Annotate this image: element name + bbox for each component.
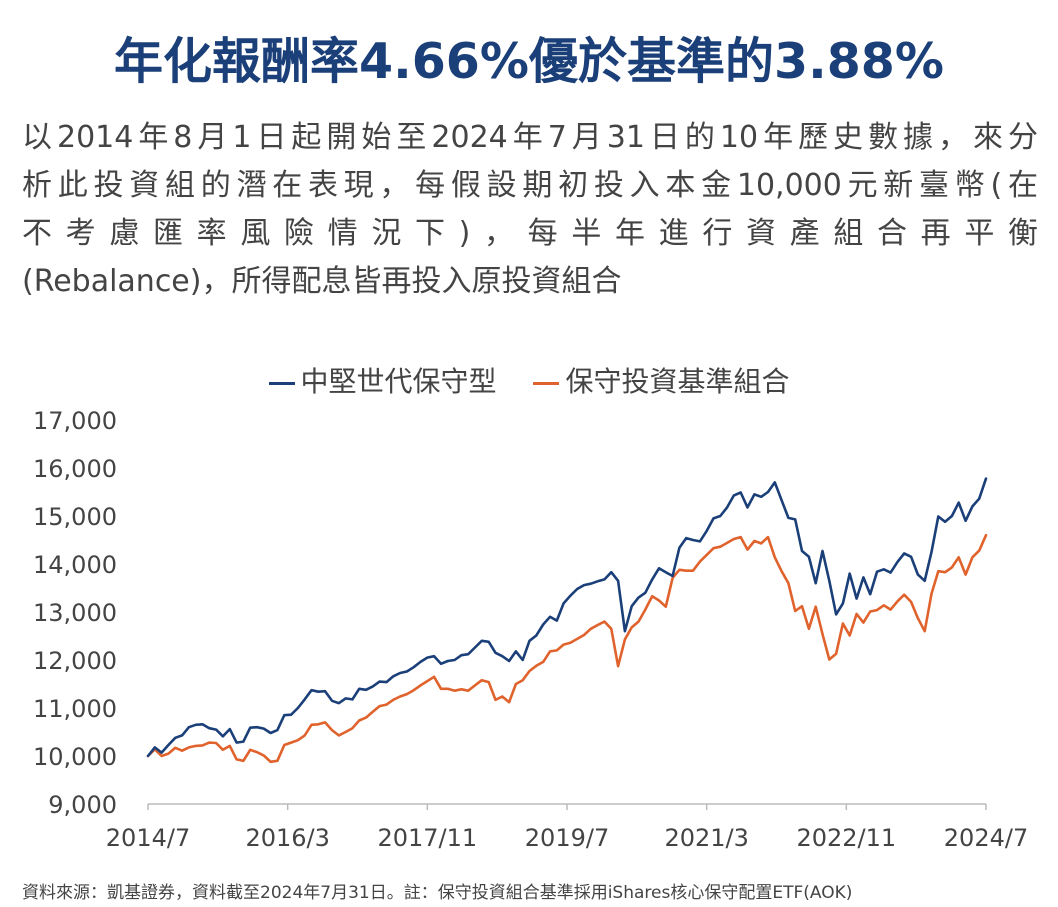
x-axis: 2014/7 2016/3 2017/11 2019/7 2021/3 2022/11 20… bbox=[106, 803, 1028, 852]
x-tick-label: 2016/3 bbox=[245, 824, 329, 852]
y-tick-label: 10,000 bbox=[33, 743, 117, 771]
y-tick-label: 15,000 bbox=[33, 503, 117, 531]
intro-line-1: 以2014年8月1日起開始至2024年7月31日的10年歷史數據，來分 bbox=[22, 120, 1038, 155]
y-tick-label: 12,000 bbox=[33, 647, 117, 675]
chart-legend: 中堅世代保守型 保守投資基準組合 bbox=[0, 360, 1058, 400]
y-tick-label: 14,000 bbox=[33, 551, 117, 579]
series-lines bbox=[146, 477, 988, 764]
y-tick-label: 13,000 bbox=[33, 599, 117, 627]
series-line-b bbox=[146, 533, 988, 764]
intro-line-4: (Rebalance)，所得配息皆再投入原投資組合 bbox=[22, 264, 622, 299]
y-tick-label: 9,000 bbox=[48, 791, 117, 819]
legend-swatch-series-a bbox=[268, 381, 295, 385]
legend-swatch-series-b bbox=[533, 381, 560, 385]
x-tick-label: 2017/11 bbox=[377, 824, 477, 852]
legend-label-series-a: 中堅世代保守型 bbox=[300, 365, 497, 398]
series-line-a bbox=[146, 477, 988, 758]
y-tick-label: 11,000 bbox=[33, 695, 117, 723]
source-note: 資料來源：凱基證券，資料截至2024年7月31日。註：保守投資組合基準採用iSh… bbox=[22, 883, 853, 903]
x-tick-label: 2021/3 bbox=[664, 824, 748, 852]
intro-line-3: 不考慮匯率風險情況下)，每半年進行資產組合再平衡 bbox=[22, 216, 1038, 251]
legend-item-series-b: 保守投資基準組合 bbox=[533, 360, 789, 400]
intro-line-2: 析此投資組的潛在表現，每假設期初投入本金10,000元新臺幣(在 bbox=[22, 168, 1038, 203]
x-tick-label: 2022/11 bbox=[796, 824, 896, 852]
y-tick-label: 16,000 bbox=[33, 455, 117, 483]
y-axis-ticks: 9,000 10,000 11,000 12,000 13,000 14,000 15,00… bbox=[33, 407, 117, 819]
x-tick-label: 2019/7 bbox=[525, 824, 609, 852]
y-tick-label: 17,000 bbox=[33, 407, 117, 435]
headline: 年化報酬率4.66%優於基準的3.88% bbox=[114, 33, 944, 90]
intro-paragraph: 以2014年8月1日起開始至2024年7月31日的10年歷史數據，來分 析此投資… bbox=[22, 114, 1038, 306]
legend-label-series-b: 保守投資基準組合 bbox=[565, 365, 790, 398]
x-tick-label: 2024/7 bbox=[944, 824, 1028, 852]
x-tick-label: 2014/7 bbox=[106, 824, 190, 852]
legend-item-series-a: 中堅世代保守型 bbox=[268, 360, 497, 400]
